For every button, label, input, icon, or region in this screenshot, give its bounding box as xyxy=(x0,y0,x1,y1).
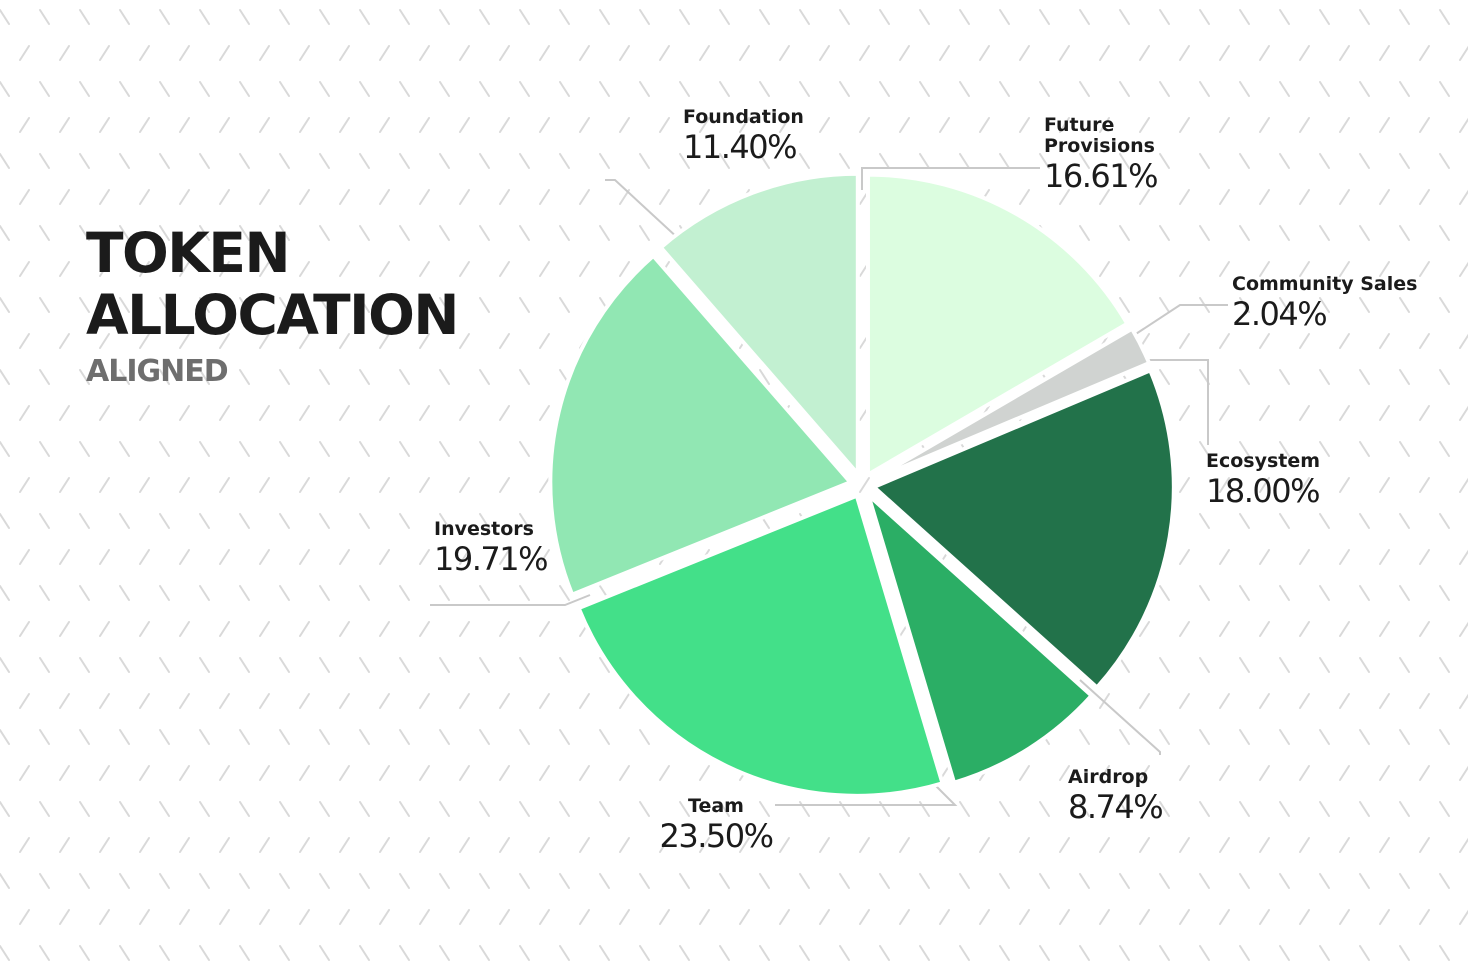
leader-line xyxy=(430,594,591,606)
pie-slice-investors xyxy=(548,253,853,597)
leader-line xyxy=(861,167,1040,190)
pie-slice-community-sales xyxy=(870,326,1152,482)
label-ecosystem: Ecosystem 18.00% xyxy=(1206,450,1321,511)
label-airdrop: Airdrop 8.74% xyxy=(1068,766,1164,827)
slice-name: Foundation xyxy=(683,106,804,128)
pie-slice-airdrop xyxy=(866,493,1094,785)
pie-slice-team xyxy=(576,493,945,798)
slice-name: Airdrop xyxy=(1068,766,1149,788)
slice-value: 8.74% xyxy=(1068,788,1164,826)
pie-slice-future-provisions xyxy=(865,172,1130,477)
label-investors: Investors 19.71% xyxy=(434,518,549,579)
leader-line xyxy=(605,179,681,241)
slice-name: Team xyxy=(688,795,744,817)
slice-value: 2.04% xyxy=(1232,295,1328,333)
slice-value: 18.00% xyxy=(1206,472,1321,510)
slice-name: Ecosystem xyxy=(1206,450,1321,472)
slice-name: Future Provisions xyxy=(1044,114,1155,157)
label-team: Team 23.50% xyxy=(646,795,786,856)
label-foundation: Foundation 11.40% xyxy=(683,106,804,167)
title-block: TOKEN ALLOCATION ALIGNED xyxy=(86,221,459,389)
slice-name: Community Sales xyxy=(1232,273,1418,295)
label-future-provisions: Future Provisions 16.61% xyxy=(1044,114,1159,196)
leader-line xyxy=(775,779,958,806)
chart-subtitle: ALIGNED xyxy=(86,354,229,389)
pie-slice-foundation xyxy=(658,171,860,476)
slice-value: 23.50% xyxy=(659,817,774,855)
slice-name: Investors xyxy=(434,518,534,540)
leader-line xyxy=(1140,359,1209,445)
leader-line xyxy=(1079,679,1161,755)
slice-value: 16.61% xyxy=(1044,157,1159,195)
pie-slices xyxy=(548,171,1176,798)
chart-title-line-1: TOKEN xyxy=(86,221,290,285)
label-community-sales: Community Sales 2.04% xyxy=(1232,273,1418,334)
slice-value: 11.40% xyxy=(683,128,798,166)
slice-value: 19.71% xyxy=(434,540,549,578)
pie-slice-ecosystem xyxy=(871,368,1176,690)
chart-title-line-2: ALLOCATION xyxy=(86,283,459,347)
